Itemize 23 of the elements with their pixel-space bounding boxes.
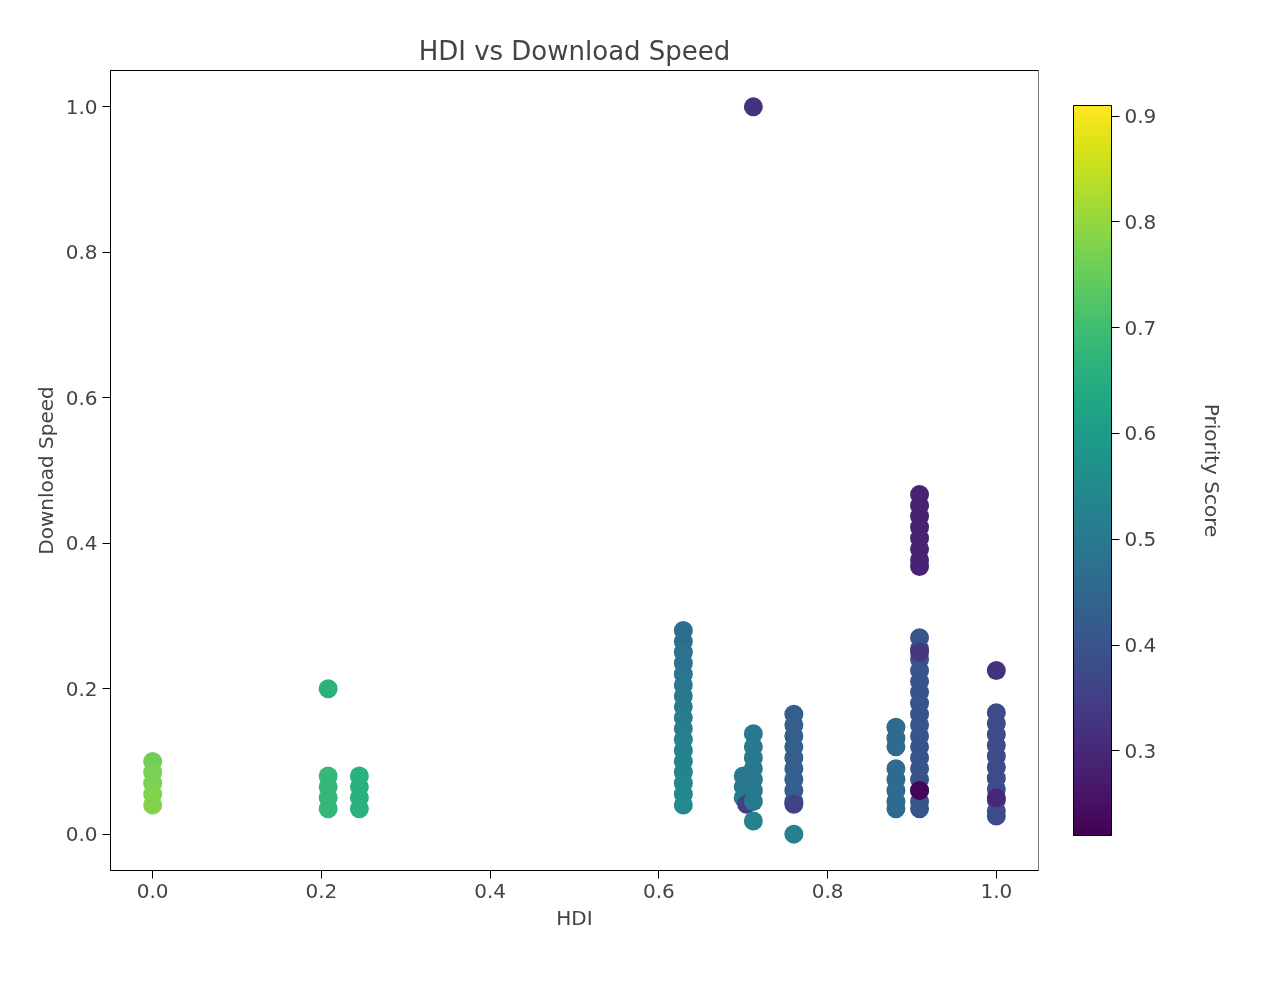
y-tick-label: 0.6 [65,385,98,410]
y-tick-label: 0.4 [65,531,98,556]
color-bar-label: 0.9 [1124,104,1157,129]
y-tick-label: 1.0 [65,94,98,119]
x-tick-label: 0.4 [474,878,507,903]
color-bar-label: 0.6 [1124,421,1157,446]
color-bar-label: 0.8 [1124,209,1157,234]
color-bar-label: 0.4 [1124,633,1157,658]
color-bar-label: 0.5 [1124,527,1157,552]
chart-title: HDI vs Download Speed [418,35,731,66]
x-axis-title: HDI [556,905,593,930]
x-tick-label: 1.0 [980,878,1013,903]
color-bar-label: 0.3 [1124,738,1157,763]
y-tick-label: 0.2 [65,676,98,701]
x-tick-label: 0.6 [642,878,675,903]
x-tick-label: 0.8 [811,878,844,903]
y-axis-title: Download Speed [33,386,58,555]
x-tick-label: 0.0 [136,878,169,903]
color-bar-label: 0.7 [1124,315,1157,340]
color-bar-title: Priority Score [1199,403,1224,538]
y-tick-label: 0.8 [65,240,98,265]
y-tick-label: 0.0 [65,822,98,847]
x-tick-label: 0.2 [305,878,338,903]
